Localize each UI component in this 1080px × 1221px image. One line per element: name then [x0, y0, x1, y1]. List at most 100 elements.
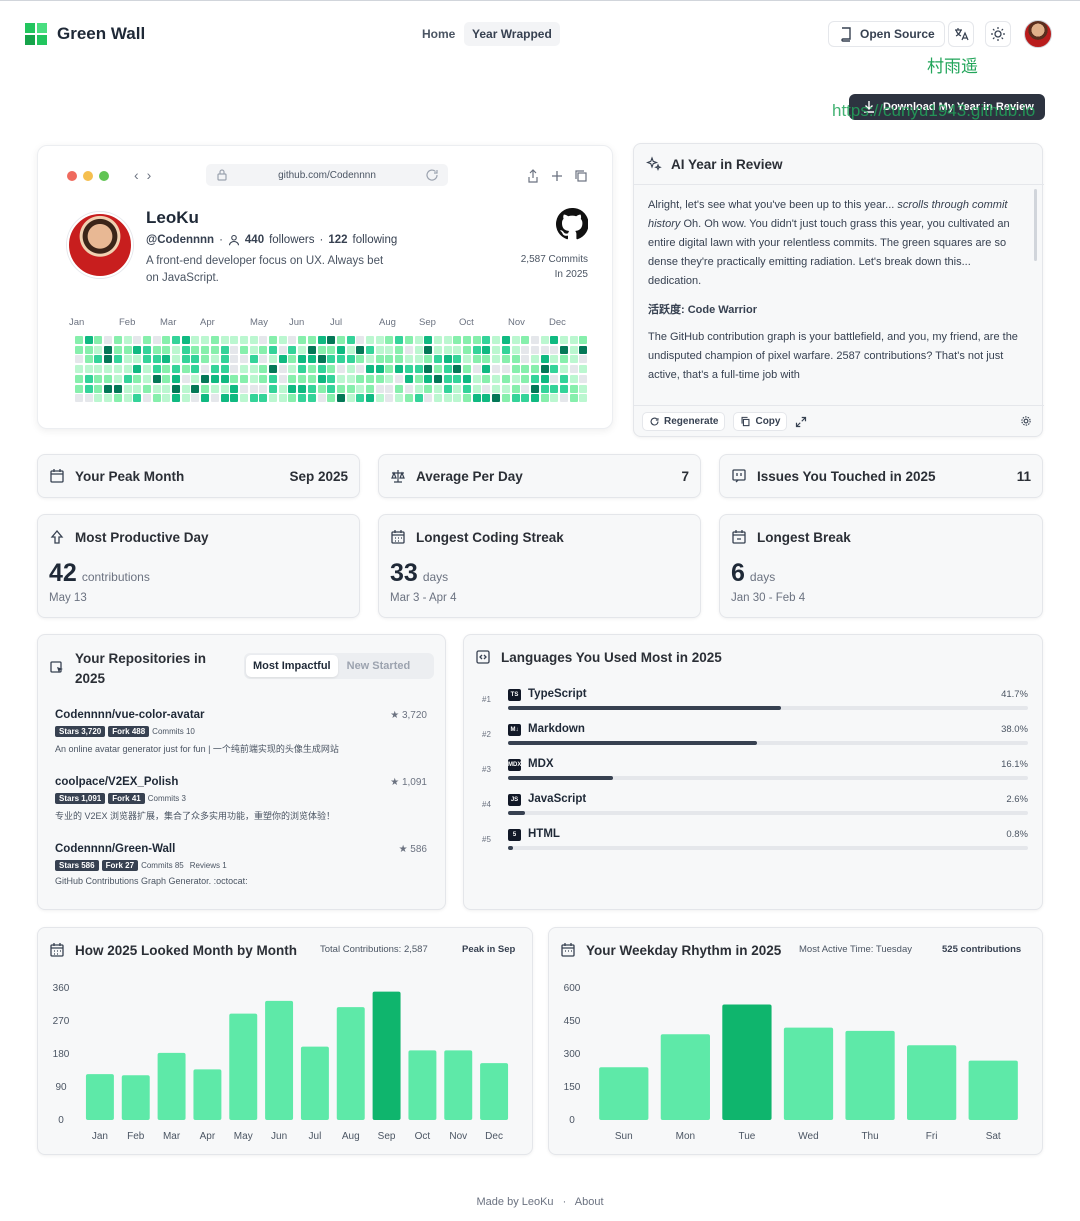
calendar-cell: [511, 365, 520, 374]
repo-commits: Commits 10: [152, 727, 195, 736]
monthly-peak: Peak in Sep: [462, 944, 516, 955]
sun-icon: [990, 26, 1006, 42]
address-bar[interactable]: github.com/Codennnn: [206, 164, 448, 186]
bar-jul[interactable]: [300, 1046, 329, 1120]
repo-name[interactable]: Codennnn/vue-color-avatar: [55, 709, 205, 721]
bar-sep[interactable]: [372, 991, 401, 1120]
bar-wed[interactable]: [783, 1027, 834, 1120]
reload-icon[interactable]: [424, 167, 440, 183]
download-button[interactable]: Download My Year in Review: [849, 94, 1045, 120]
peak-month-card: Your Peak Month Sep 2025: [37, 454, 360, 498]
calendar-cell: [501, 345, 510, 354]
bar-oct[interactable]: [408, 1050, 437, 1120]
language-name: MDX: [528, 758, 554, 770]
copy-button[interactable]: Copy: [733, 412, 788, 431]
bar-dec[interactable]: [480, 1063, 509, 1120]
calendar-grid-icon: [390, 529, 406, 545]
x-tick-label: Mon: [676, 1131, 695, 1142]
bar-nov[interactable]: [444, 1050, 473, 1120]
calendar-cell: [269, 355, 277, 364]
tab-new-started[interactable]: New Started: [346, 660, 411, 672]
window-dots: [67, 171, 109, 181]
language-percent: 16.1%: [1001, 759, 1028, 770]
bar-jan[interactable]: [85, 1074, 114, 1120]
calendar-cell: [550, 336, 559, 344]
calendar-cell: [327, 384, 336, 393]
calendar-cell: [113, 365, 122, 374]
calendar-cell: [463, 355, 471, 364]
open-source-button[interactable]: Open Source: [828, 21, 945, 47]
expand-icon[interactable]: [795, 416, 807, 428]
calendar-cell: [269, 336, 277, 344]
calendar-cell: [142, 355, 151, 364]
theme-toggle-button[interactable]: [985, 21, 1011, 47]
bar-mar[interactable]: [157, 1052, 186, 1120]
repo-name[interactable]: Codennnn/Green-Wall: [55, 843, 176, 855]
calendar-cell: [249, 384, 258, 393]
calendar-cell: [453, 394, 462, 403]
calendar-cell: [472, 355, 481, 364]
bar-thu[interactable]: [845, 1030, 895, 1120]
nav-home[interactable]: Home: [422, 27, 456, 41]
calendar-cell: [307, 355, 316, 364]
bar-feb[interactable]: [121, 1075, 150, 1120]
settings-icon[interactable]: [1020, 415, 1032, 427]
bar-sat[interactable]: [968, 1060, 1018, 1120]
repo-item[interactable]: Codennnn/Green-Wall ★ 586 Stars 586 Fork 27…: [55, 843, 427, 886]
repo-name[interactable]: coolpace/V2EX_Polish: [55, 776, 179, 788]
ai-review-body[interactable]: Alright, let's see what you've been up t…: [648, 196, 1022, 382]
calendar-cell: [395, 374, 404, 383]
calendar-cell: [230, 374, 239, 383]
share-icon[interactable]: [525, 168, 541, 184]
nav-year-wrapped[interactable]: Year Wrapped: [464, 22, 560, 46]
calendar-cell: [142, 394, 151, 403]
calendar-cell: [530, 355, 539, 364]
calendar-cell: [142, 374, 151, 383]
calendar-cell: [463, 394, 471, 403]
footer-made-by[interactable]: Made by LeoKu: [476, 1196, 554, 1208]
brand[interactable]: Green Wall: [25, 23, 145, 45]
calendar-cell: [560, 355, 568, 364]
month-label: Mar: [160, 317, 177, 328]
repo-item[interactable]: coolpace/V2EX_Polish ★ 1,091 Stars 1,091 Fo…: [55, 776, 427, 822]
calendar-cell: [579, 355, 588, 364]
regenerate-button[interactable]: Regenerate: [642, 412, 726, 431]
github-icon: [555, 207, 589, 245]
calendar-cell: [278, 394, 287, 403]
bar-apr[interactable]: [193, 1069, 222, 1120]
calendar-cell: [133, 384, 142, 393]
calendar-cell: [152, 374, 161, 383]
bar-fri[interactable]: [907, 1045, 957, 1120]
bar-aug[interactable]: [336, 1007, 365, 1120]
footer-about[interactable]: About: [574, 1196, 604, 1208]
user-avatar[interactable]: [1024, 20, 1052, 48]
calendar-cell: [530, 336, 539, 344]
ai-scrollbar[interactable]: [1034, 189, 1037, 261]
x-tick-label: May: [234, 1131, 253, 1142]
bar-mon[interactable]: [660, 1034, 710, 1120]
calendar-cell: [472, 345, 481, 354]
bar-may[interactable]: [229, 1013, 258, 1120]
y-tick-label: 0: [58, 1115, 64, 1126]
calendar-cell: [152, 384, 161, 393]
repo-commits: Commits 3: [147, 794, 186, 803]
weekday-most-active: Most Active Time: Tuesday: [799, 944, 912, 955]
tabs-icon[interactable]: [573, 168, 589, 184]
plus-icon[interactable]: [549, 168, 565, 184]
calendar-cell: [492, 394, 501, 403]
peak-month-value: Sep 2025: [289, 468, 348, 484]
repo-item[interactable]: Codennnn/vue-color-avatar ★ 3,720 Stars 3,…: [55, 709, 427, 755]
browser-nav-arrows[interactable]: ‹›: [134, 167, 160, 183]
bar-tue[interactable]: [722, 1004, 772, 1121]
repo-stars: ★ 1,091: [390, 776, 427, 788]
calendar-cell: [210, 365, 219, 374]
calendar-cell: [172, 355, 180, 364]
translate-button[interactable]: [948, 21, 974, 47]
calendar-cell: [327, 336, 336, 344]
ai-heading: 活跃度: Code Warrior: [648, 304, 757, 316]
calendar-cell: [298, 336, 307, 344]
bar-sun[interactable]: [599, 1067, 649, 1120]
tab-most-impactful[interactable]: Most Impactful: [246, 655, 338, 677]
calendar-cell: [560, 336, 568, 344]
bar-jun[interactable]: [265, 1000, 294, 1120]
